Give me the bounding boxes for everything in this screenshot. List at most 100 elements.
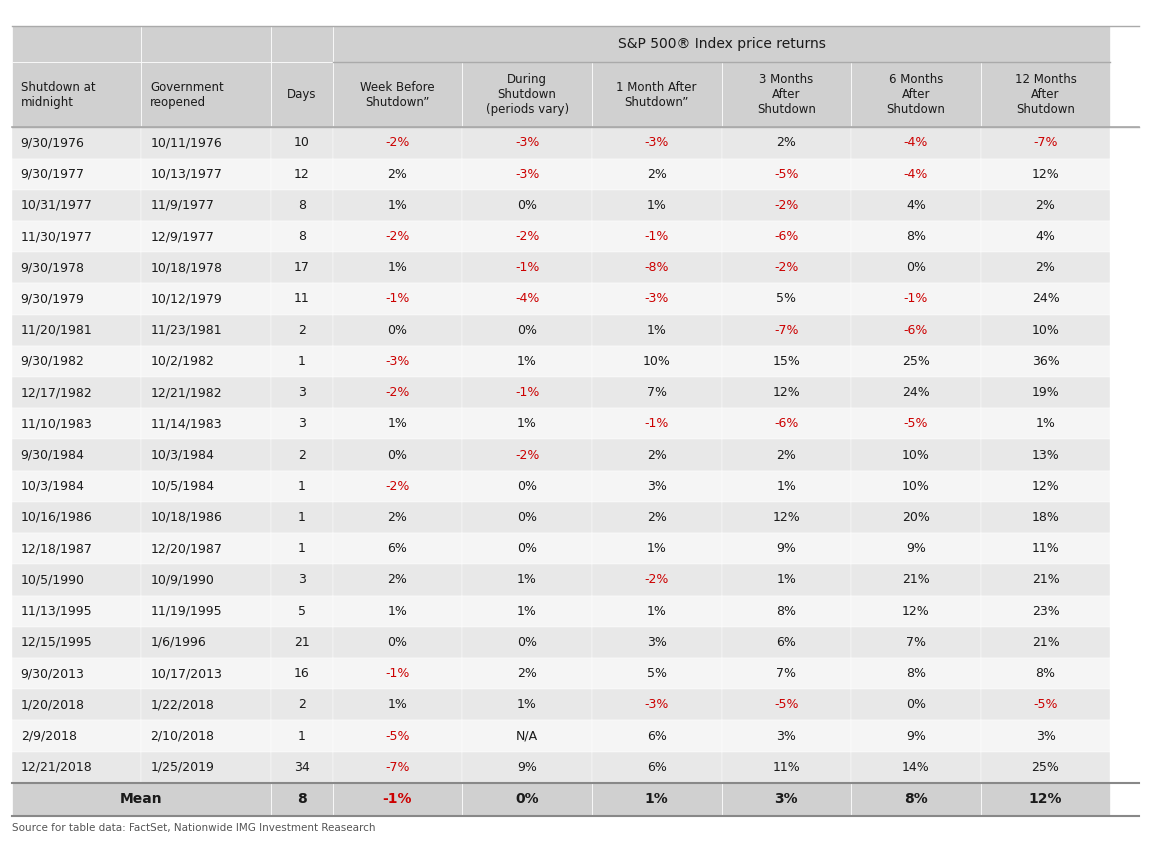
Text: 1: 1 xyxy=(298,511,306,524)
Bar xyxy=(981,471,1111,502)
Text: 6%: 6% xyxy=(646,760,667,773)
Text: 3%: 3% xyxy=(646,480,667,493)
Text: 9%: 9% xyxy=(518,760,537,773)
Bar xyxy=(12,721,141,752)
Text: -3%: -3% xyxy=(515,168,539,181)
Text: 1/25/2019: 1/25/2019 xyxy=(151,760,214,773)
Text: 1%: 1% xyxy=(776,480,796,493)
Bar xyxy=(12,62,141,127)
Text: -7%: -7% xyxy=(774,324,798,337)
Text: 0%: 0% xyxy=(518,636,537,649)
Bar xyxy=(592,471,721,502)
Bar xyxy=(141,471,270,502)
Text: 0%: 0% xyxy=(515,792,539,806)
Text: 10/3/1984: 10/3/1984 xyxy=(151,449,214,462)
Bar xyxy=(270,26,332,62)
Bar xyxy=(141,658,270,689)
Text: 6%: 6% xyxy=(388,542,407,555)
Text: 1%: 1% xyxy=(388,604,407,617)
Bar xyxy=(721,314,851,346)
Bar xyxy=(721,439,851,471)
Bar xyxy=(851,565,981,596)
Bar xyxy=(12,158,141,190)
Bar xyxy=(270,127,332,158)
Bar xyxy=(981,658,1111,689)
Bar xyxy=(721,221,851,252)
Bar xyxy=(851,689,981,721)
Text: -8%: -8% xyxy=(644,262,669,275)
Bar xyxy=(851,346,981,377)
Bar xyxy=(981,439,1111,471)
Text: 4%: 4% xyxy=(906,199,926,212)
Text: 10/16/1986: 10/16/1986 xyxy=(21,511,92,524)
Text: 9/30/1984: 9/30/1984 xyxy=(21,449,85,462)
Text: -1%: -1% xyxy=(904,293,928,306)
Text: 12/18/1987: 12/18/1987 xyxy=(21,542,92,555)
Bar xyxy=(721,62,851,127)
Text: 10/18/1986: 10/18/1986 xyxy=(151,511,222,524)
Bar xyxy=(462,190,592,221)
Text: Mean: Mean xyxy=(120,792,162,806)
Bar xyxy=(12,346,141,377)
Text: 7%: 7% xyxy=(906,636,926,649)
Bar xyxy=(332,190,462,221)
Bar xyxy=(462,283,592,314)
Bar xyxy=(851,658,981,689)
Text: 11/9/1977: 11/9/1977 xyxy=(151,199,214,212)
Bar xyxy=(270,658,332,689)
Text: 2/10/2018: 2/10/2018 xyxy=(151,729,214,742)
Bar xyxy=(270,783,332,816)
Text: 0%: 0% xyxy=(518,324,537,337)
Text: 2%: 2% xyxy=(388,511,407,524)
Bar xyxy=(981,783,1111,816)
Text: -3%: -3% xyxy=(385,355,409,368)
Bar xyxy=(981,158,1111,190)
Bar xyxy=(851,190,981,221)
Bar xyxy=(270,283,332,314)
Bar xyxy=(141,596,270,627)
Text: 10/5/1984: 10/5/1984 xyxy=(151,480,214,493)
Text: 9/30/1976: 9/30/1976 xyxy=(21,137,85,150)
Bar xyxy=(462,346,592,377)
Text: 10/17/2013: 10/17/2013 xyxy=(151,667,222,680)
Text: 12 Months
After
Shutdown: 12 Months After Shutdown xyxy=(1014,74,1076,116)
Bar xyxy=(12,533,141,565)
Text: -6%: -6% xyxy=(774,417,798,430)
Text: 8%: 8% xyxy=(776,604,796,617)
Bar xyxy=(12,190,141,221)
Text: 36%: 36% xyxy=(1032,355,1059,368)
Text: 1%: 1% xyxy=(518,604,537,617)
Bar xyxy=(981,283,1111,314)
Bar xyxy=(141,127,270,158)
Text: 1%: 1% xyxy=(518,355,537,368)
Bar xyxy=(462,127,592,158)
Text: 1: 1 xyxy=(298,355,306,368)
Bar xyxy=(141,283,270,314)
Bar xyxy=(721,377,851,408)
Bar xyxy=(721,627,851,658)
Text: -5%: -5% xyxy=(774,698,798,711)
Bar xyxy=(462,221,592,252)
Bar xyxy=(462,408,592,439)
Bar xyxy=(721,408,851,439)
Text: 3%: 3% xyxy=(646,636,667,649)
Text: 2: 2 xyxy=(298,324,306,337)
Text: 11%: 11% xyxy=(1032,542,1059,555)
Text: 1%: 1% xyxy=(388,698,407,711)
Bar xyxy=(141,502,270,533)
Text: Government
reopened: Government reopened xyxy=(151,81,224,109)
Bar xyxy=(12,127,141,158)
Bar xyxy=(270,408,332,439)
Text: 8: 8 xyxy=(297,792,307,806)
Text: 9%: 9% xyxy=(906,542,926,555)
Text: 7%: 7% xyxy=(776,667,796,680)
Bar xyxy=(721,689,851,721)
Bar xyxy=(462,689,592,721)
Bar xyxy=(981,252,1111,283)
Bar xyxy=(721,283,851,314)
Text: 10/13/1977: 10/13/1977 xyxy=(151,168,222,181)
Bar xyxy=(332,283,462,314)
Text: 9/30/1977: 9/30/1977 xyxy=(21,168,85,181)
Text: 8%: 8% xyxy=(906,667,926,680)
Text: 9/30/1982: 9/30/1982 xyxy=(21,355,85,368)
